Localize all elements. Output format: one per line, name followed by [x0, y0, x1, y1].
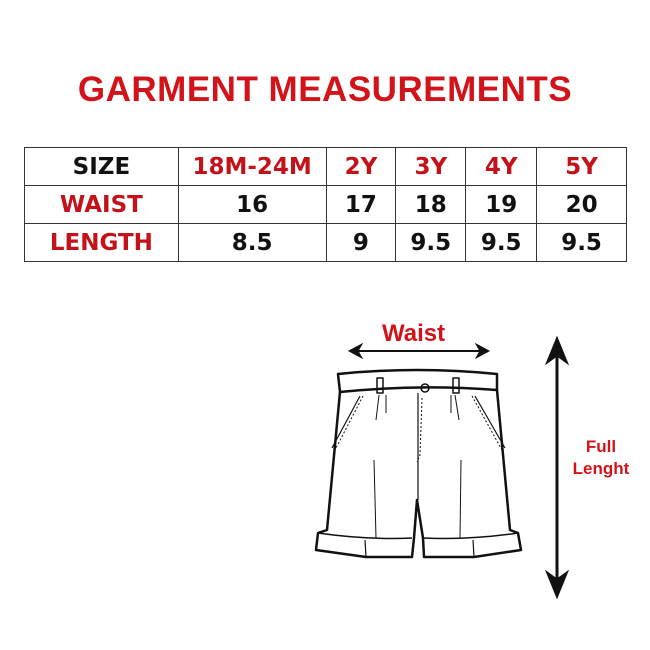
page-title: GARMENT MEASUREMENTS [77, 70, 573, 109]
table-row: LENGTH 8.5 9 9.5 9.5 9.5 [24, 223, 627, 262]
length-label-line2: Lenght [572, 459, 630, 478]
table-cell: 9.5 [536, 223, 627, 262]
table-cell: 8.5 [177, 223, 327, 262]
row-label: LENGTH [24, 223, 179, 262]
measurement-table: SIZE 18M-24M 2Y 3Y 4Y 5Y WAIST 16 17 18 … [24, 147, 627, 262]
waist-arrow-icon [347, 342, 491, 360]
table-cell: 17 [325, 185, 397, 224]
table-cell: 20 [536, 185, 627, 224]
length-label: Full Lenght [566, 436, 636, 480]
table-row: WAIST 16 17 18 19 20 [24, 185, 627, 224]
header-cell: 5Y [536, 147, 627, 186]
table-cell: 19 [465, 185, 538, 224]
length-label-line1: Full [585, 437, 617, 456]
table-cell: 9.5 [465, 223, 538, 262]
row-label: WAIST [24, 185, 179, 224]
waist-label: Waist [382, 320, 446, 347]
header-cell: SIZE [24, 147, 179, 186]
header-cell: 4Y [465, 147, 538, 186]
table-cell: 16 [177, 185, 327, 224]
table-cell: 9 [325, 223, 397, 262]
table-cell: 18 [395, 185, 467, 224]
length-arrow-icon [544, 335, 570, 600]
header-cell: 3Y [395, 147, 467, 186]
shorts-icon [314, 368, 523, 559]
table-cell: 9.5 [395, 223, 467, 262]
header-cell: 2Y [325, 147, 397, 186]
